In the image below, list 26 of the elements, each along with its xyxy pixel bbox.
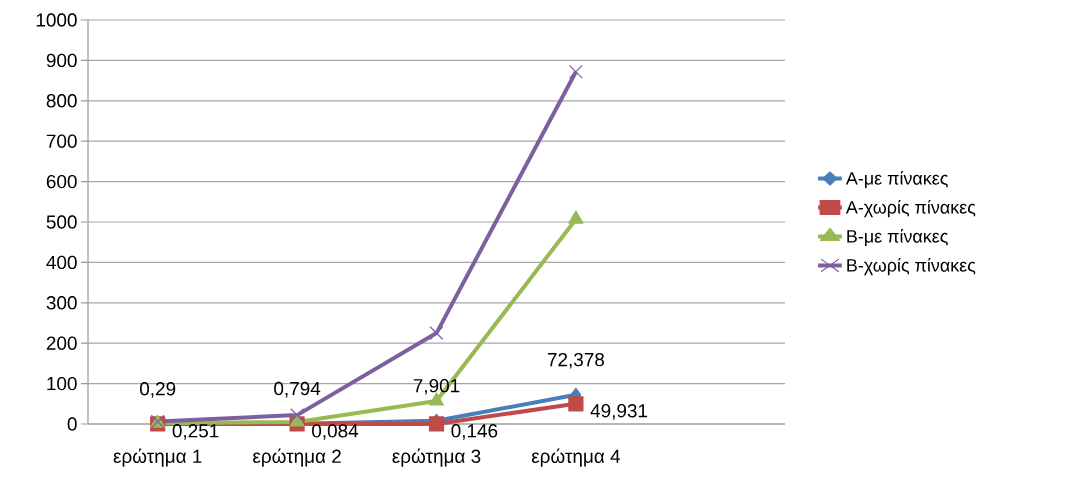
y-tick-label: 600 bbox=[46, 174, 77, 189]
legend-label: A-με πίνακες bbox=[845, 171, 948, 188]
x-tick-label: ερώτημα 2 bbox=[253, 448, 341, 467]
data-label: 49,931 bbox=[590, 404, 648, 420]
y-tick-label: 300 bbox=[46, 296, 77, 310]
data-label: 0,084 bbox=[312, 424, 359, 440]
y-tick-label: 900 bbox=[46, 53, 77, 68]
data-label: 0,146 bbox=[451, 424, 498, 440]
data-label: 0,794 bbox=[274, 381, 321, 398]
legend-label: B-χωρίς πίνακες bbox=[847, 257, 976, 276]
data-label: 0,29 bbox=[140, 382, 176, 398]
y-tick-label: 1000 bbox=[36, 13, 77, 27]
y-tick-label: 700 bbox=[46, 134, 77, 148]
y-tick-label: 200 bbox=[46, 336, 77, 350]
x-tick-label: ερώτημα 3 bbox=[392, 448, 481, 467]
y-tick-label: 100 bbox=[47, 376, 77, 391]
legend-label: B-με πίνακες bbox=[847, 228, 948, 246]
y-tick-label: 800 bbox=[46, 94, 77, 108]
x-tick-label: ερώτημα 1 bbox=[113, 448, 202, 467]
y-tick-label: 400 bbox=[46, 255, 77, 270]
data-label: 72,378 bbox=[547, 352, 605, 369]
data-label: 0,251 bbox=[172, 424, 219, 440]
y-tick-label: 500 bbox=[46, 215, 77, 229]
y-tick-label: 0 bbox=[67, 417, 77, 431]
legend-label: A-χωρίς πίνακες bbox=[845, 200, 976, 218]
x-tick-label: ερώτημα 4 bbox=[531, 448, 621, 467]
